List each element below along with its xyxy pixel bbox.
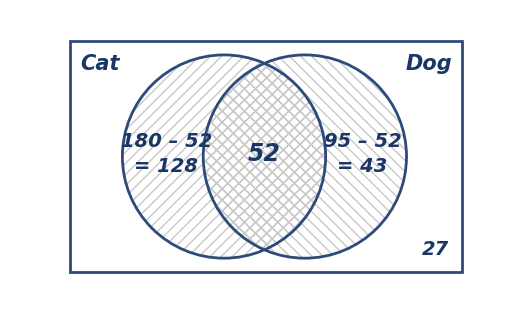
Text: 52: 52 xyxy=(248,142,281,166)
Circle shape xyxy=(203,55,406,258)
Text: 180 – 52
= 128: 180 – 52 = 128 xyxy=(120,132,212,176)
Text: Dog: Dog xyxy=(405,54,452,74)
Text: 27: 27 xyxy=(421,240,449,259)
Text: 95 – 52
= 43: 95 – 52 = 43 xyxy=(324,132,402,176)
Circle shape xyxy=(122,55,325,258)
Text: Cat: Cat xyxy=(80,54,119,74)
FancyBboxPatch shape xyxy=(70,41,462,272)
